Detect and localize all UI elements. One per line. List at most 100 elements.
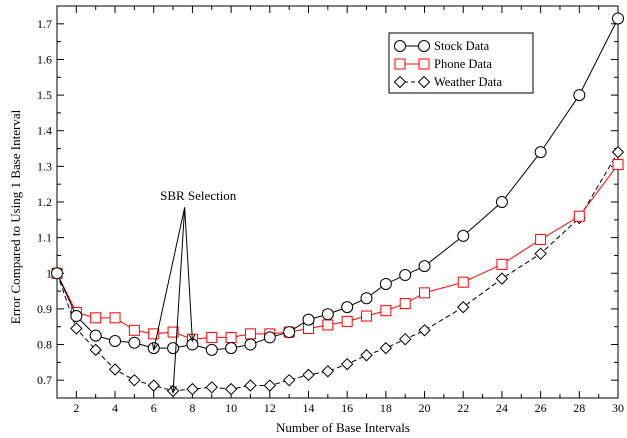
data-point: [321, 365, 335, 378]
data-point: [89, 329, 102, 342]
data-point: [283, 326, 296, 339]
data-point: [380, 305, 392, 317]
x-tick-label: 20: [419, 401, 431, 415]
data-point: [379, 341, 393, 355]
data-point: [244, 379, 257, 392]
data-point: [225, 331, 237, 343]
legend-label: Weather Data: [434, 75, 503, 89]
data-point: [128, 373, 141, 387]
data-point: [128, 336, 141, 349]
legend-marker: [418, 40, 430, 52]
x-tick-label: 16: [341, 401, 353, 415]
data-point: [70, 322, 83, 335]
y-tick-label: 1.2: [37, 195, 52, 209]
data-point: [495, 196, 508, 208]
data-point: [109, 312, 121, 324]
data-point: [418, 324, 431, 337]
y-tick-label: 1.4: [37, 124, 52, 138]
annotation-label: SBR Selection: [160, 188, 237, 203]
data-point: [302, 313, 315, 326]
data-point: [244, 328, 256, 340]
data-point: [360, 349, 373, 362]
y-tick-label: 1.5: [37, 88, 52, 102]
annotation-arrow: [184, 207, 193, 341]
y-axis-title: Error Compared to Using 1 Base Interval: [8, 109, 23, 324]
annotation-arrow: [154, 207, 186, 350]
legend-label: Phone Data: [434, 57, 492, 71]
y-tick-label: 0.9: [37, 302, 52, 316]
x-tick-label: 24: [496, 401, 508, 415]
data-point: [612, 159, 624, 171]
series-layer: [50, 12, 625, 398]
data-point: [573, 89, 586, 102]
series-line: [56, 18, 619, 351]
data-point: [418, 260, 431, 273]
data-point: [128, 324, 140, 336]
legend: Stock Data Phone Data Weather Data: [388, 32, 534, 94]
data-point: [206, 331, 218, 343]
data-point: [322, 319, 334, 331]
x-tick-label: 10: [225, 401, 237, 415]
data-point: [399, 269, 412, 282]
data-point: [205, 381, 218, 394]
data-point: [70, 310, 83, 323]
y-tick-label: 1.3: [37, 159, 52, 173]
legend-item: Phone Data: [394, 57, 492, 71]
x-axis: 2 4 6 8 10 12 14 16 18 20 22 24 26 28 30: [56, 6, 624, 415]
legend-marker: [418, 58, 430, 70]
data-point: [186, 382, 199, 396]
plot-frame: [56, 5, 619, 399]
y-tick-label: 1.7: [37, 17, 52, 31]
data-point: [534, 247, 547, 260]
data-point: [496, 258, 508, 270]
data-point: [108, 363, 122, 376]
data-point: [224, 382, 238, 396]
legend-item: Weather Data: [393, 75, 503, 89]
x-tick-label: 2: [73, 401, 79, 415]
annotation-arrow: [173, 207, 186, 392]
data-point: [399, 298, 411, 310]
data-point: [340, 357, 354, 371]
x-tick-label: 6: [151, 401, 157, 415]
data-point: [360, 292, 373, 305]
plot-border: [56, 5, 619, 399]
annotation-layer: SBR Selection: [154, 188, 237, 392]
data-point: [90, 312, 102, 324]
x-tick-label: 30: [612, 401, 624, 415]
legend-marker: [394, 58, 406, 70]
data-point: [109, 334, 122, 347]
data-point: [341, 301, 354, 314]
y-tick-label: 1: [46, 266, 52, 280]
legend-item: Stock Data: [394, 39, 490, 53]
x-tick-label: 22: [457, 401, 469, 415]
data-point: [457, 300, 470, 314]
series-line: [56, 151, 619, 392]
data-point: [535, 233, 547, 245]
x-tick-label: 28: [573, 401, 585, 415]
data-point: [495, 272, 509, 285]
data-point: [51, 267, 63, 280]
data-point: [167, 326, 179, 338]
y-tick-label: 1.1: [37, 231, 52, 245]
data-point: [321, 308, 334, 321]
x-tick-label: 8: [189, 401, 195, 415]
data-point: [534, 146, 547, 159]
x-tick-label: 12: [264, 401, 276, 415]
data-point: [167, 342, 180, 355]
series-weather-data: [50, 145, 625, 398]
data-point: [612, 12, 624, 25]
series-line: [56, 164, 619, 340]
y-tick-label: 0.7: [37, 373, 52, 387]
data-point: [457, 229, 470, 242]
y-tick-label: 0.8: [37, 338, 52, 352]
data-point: [225, 342, 238, 355]
data-point: [302, 368, 315, 382]
data-point: [263, 331, 276, 344]
series-stock-data: [51, 12, 624, 356]
legend-label: Stock Data: [434, 39, 490, 53]
data-point: [148, 328, 160, 340]
data-point: [573, 210, 585, 222]
data-point: [361, 310, 373, 322]
x-axis-title: Number of Base Intervals: [276, 420, 410, 435]
